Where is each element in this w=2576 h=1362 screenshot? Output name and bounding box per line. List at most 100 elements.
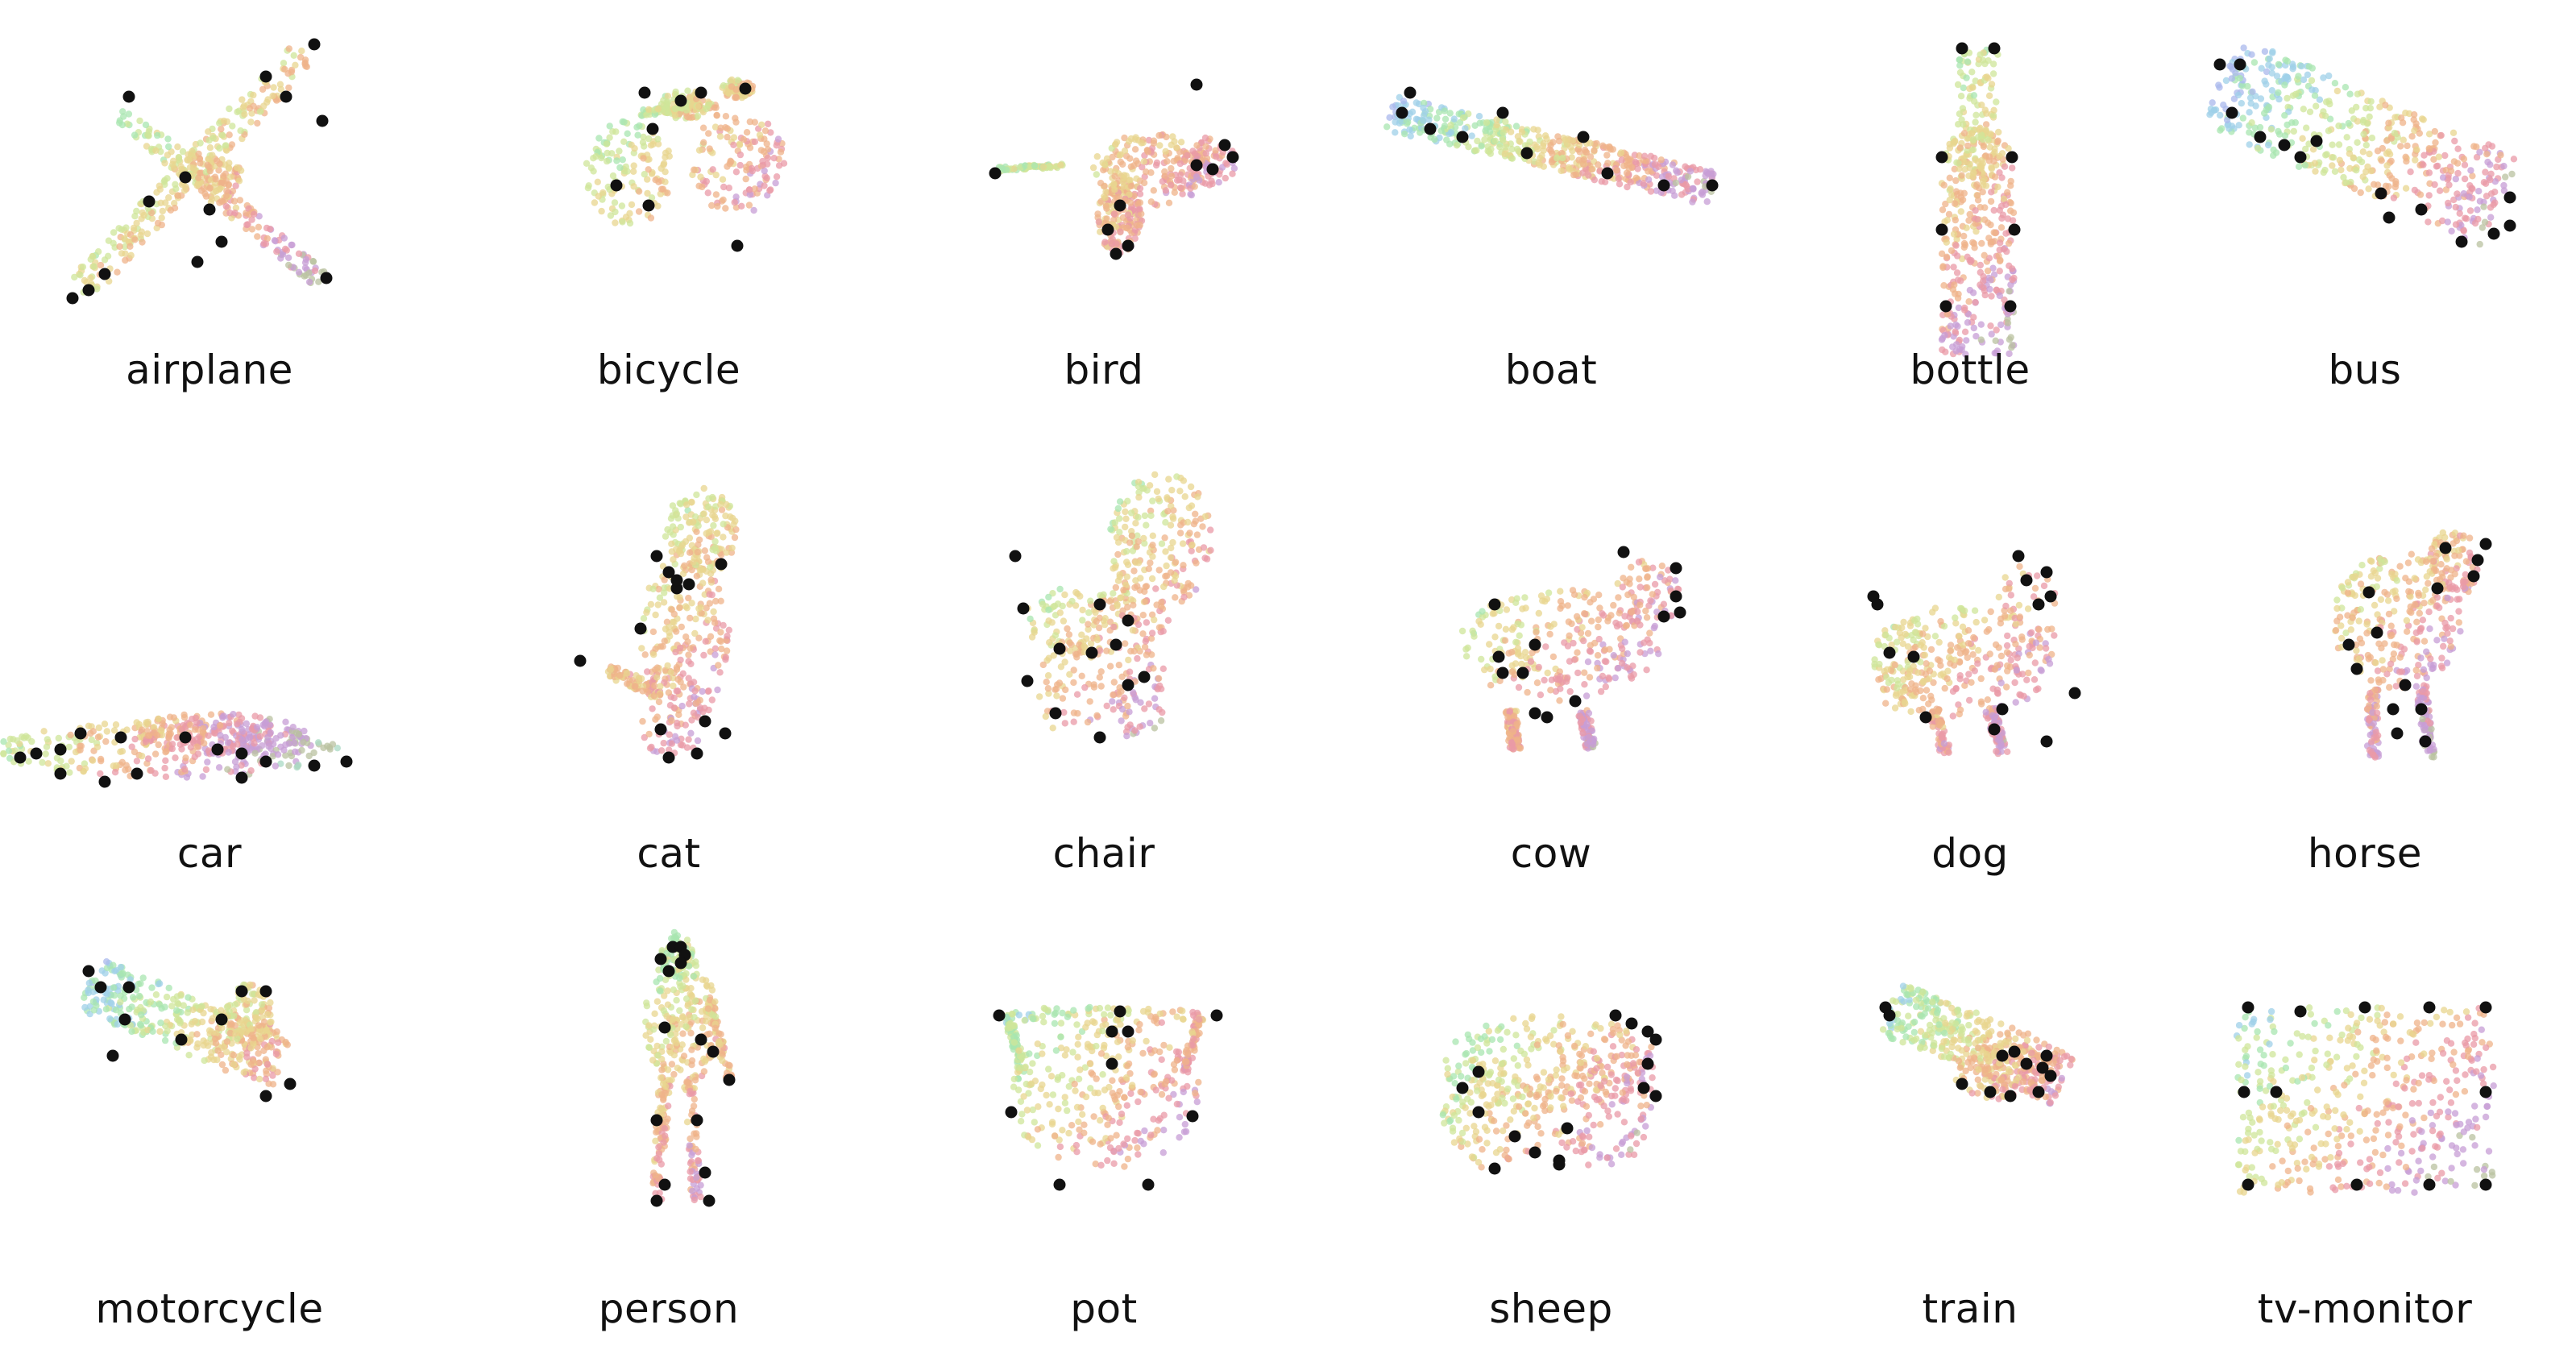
surface-point (1987, 322, 1994, 330)
surface-point (1193, 559, 1200, 567)
surface-point (2452, 203, 2459, 211)
surface-point (1953, 269, 1961, 276)
surface-point (1533, 629, 1540, 636)
surface-point (716, 669, 724, 676)
surface-point (112, 721, 120, 729)
surface-point (2416, 191, 2425, 198)
surface-point (661, 589, 668, 596)
surface-point (691, 166, 698, 173)
surface-point (707, 563, 714, 571)
surface-point (1972, 118, 1979, 126)
surface-point (240, 102, 248, 110)
surface-point (620, 118, 628, 126)
surface-point (1957, 93, 1965, 100)
surface-point (1972, 111, 1980, 118)
surface-point (1131, 727, 1139, 734)
surface-point (1110, 180, 1118, 188)
surface-point (285, 762, 292, 770)
surface-point (218, 126, 225, 133)
surface-point (2353, 167, 2360, 174)
surface-point (678, 702, 686, 710)
surface-point (93, 743, 102, 751)
surface-point (1132, 520, 1139, 527)
surface-point (1956, 110, 1964, 118)
surface-point (746, 118, 753, 126)
keypoint-marker (1218, 139, 1231, 152)
surface-point (1610, 601, 1617, 609)
surface-point (1162, 147, 1169, 156)
surface-point (2001, 163, 2009, 170)
keypoint-marker (2310, 135, 2323, 147)
surface-point (1516, 138, 1524, 145)
surface-point (127, 251, 135, 259)
surface-point (1566, 165, 1573, 173)
surface-point (688, 498, 695, 506)
surface-point (1153, 488, 1161, 496)
surface-point (2430, 156, 2437, 163)
surface-point (1530, 126, 1537, 133)
surface-point (1161, 168, 1168, 176)
surface-point (1987, 197, 1995, 206)
surface-point (624, 130, 631, 137)
surface-point (701, 547, 708, 554)
surface-point (1595, 161, 1602, 168)
surface-point (1487, 682, 1495, 689)
surface-point (1974, 216, 1981, 223)
keypoint-marker (30, 747, 43, 760)
surface-point (1441, 107, 1449, 114)
surface-point (2444, 218, 2451, 226)
surface-point (1939, 346, 1946, 354)
surface-point (672, 88, 679, 96)
surface-point (2460, 227, 2467, 235)
surface-point (1064, 625, 1071, 633)
surface-point (235, 177, 243, 185)
surface-point (772, 179, 779, 187)
surface-point (199, 773, 206, 780)
surface-point (1148, 629, 1156, 637)
surface-point (691, 693, 698, 700)
surface-point (1045, 593, 1052, 601)
surface-point (243, 720, 250, 728)
surface-point (714, 529, 721, 537)
surface-point (1496, 143, 1504, 151)
surface-point (644, 176, 651, 183)
surface-point (645, 166, 652, 173)
surface-point (1060, 708, 1068, 716)
surface-point (1620, 162, 1628, 170)
keypoint-marker (1657, 179, 1670, 192)
surface-point (2476, 148, 2483, 156)
surface-point (2354, 118, 2362, 125)
surface-point (1959, 343, 1966, 351)
surface-point (117, 748, 124, 755)
surface-point (1070, 679, 1077, 687)
surface-point (1207, 546, 1214, 554)
surface-point (1956, 144, 1964, 152)
surface-point (162, 773, 170, 780)
surface-point (1988, 189, 1995, 196)
surface-point (699, 183, 706, 191)
surface-point (277, 760, 284, 767)
surface-point (243, 221, 251, 229)
surface-point (2362, 141, 2370, 149)
surface-point (269, 92, 276, 100)
surface-point (231, 758, 239, 766)
surface-point (1616, 609, 1623, 617)
airplane-point-cloud (66, 38, 333, 305)
surface-point (1948, 247, 1956, 255)
surface-point (5, 747, 13, 754)
surface-point (2266, 55, 2273, 63)
surface-point (2320, 74, 2327, 81)
surface-point (1111, 186, 1118, 193)
surface-point (2329, 154, 2337, 161)
surface-point (1133, 175, 1140, 182)
surface-point (1947, 322, 1954, 330)
surface-point (1994, 183, 2001, 191)
surface-point (1979, 177, 1987, 185)
surface-point (263, 235, 271, 243)
surface-point (699, 579, 707, 587)
surface-point (1145, 136, 1153, 144)
surface-point (2217, 111, 2224, 119)
surface-point (666, 746, 673, 754)
surface-point (685, 651, 692, 658)
surface-point (2329, 162, 2336, 169)
